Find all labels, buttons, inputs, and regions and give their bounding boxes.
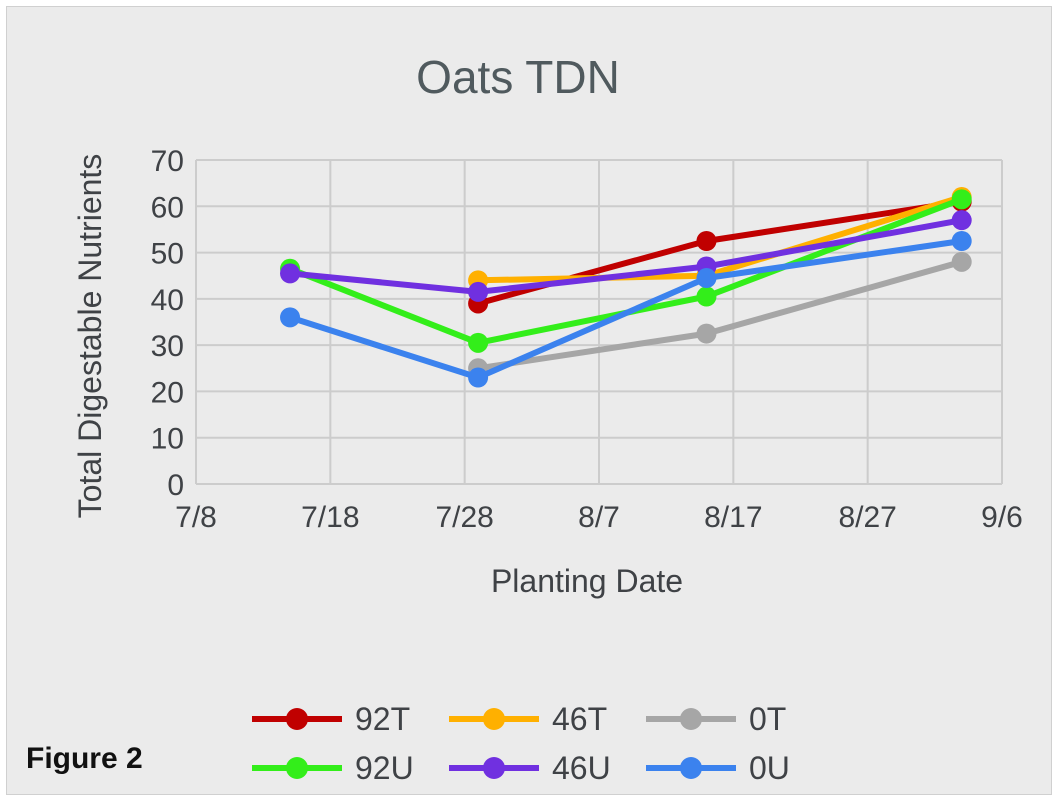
x-tick-label: 8/17: [704, 501, 762, 534]
data-point: [468, 332, 489, 353]
data-point: [280, 263, 301, 284]
data-point: [468, 367, 489, 388]
y-axis-label: Total Digestable Nutrients: [72, 154, 108, 519]
data-point: [696, 268, 717, 289]
x-tick-label: 7/18: [301, 501, 359, 534]
legend-item: 0T: [646, 701, 786, 737]
data-point: [951, 231, 972, 251]
series-group: [280, 187, 972, 388]
legend-label: 92T: [355, 701, 410, 737]
legend-item: 46U: [449, 750, 611, 786]
chart-title: Oats TDN: [416, 51, 620, 103]
series-line: [287, 238, 965, 381]
y-tick-label: 30: [151, 330, 184, 363]
y-tick-label: 60: [151, 191, 184, 224]
x-tick-label: 9/6: [981, 501, 1023, 534]
data-point: [468, 281, 489, 302]
data-point: [696, 286, 717, 307]
legend-item: 92U: [252, 750, 414, 786]
y-tick-labels: 0 10 20 30 40 50 60 70: [151, 145, 184, 502]
series-line: [287, 196, 965, 346]
data-point: [280, 307, 301, 328]
legend-item: 0U: [646, 750, 790, 786]
x-tick-label: 7/8: [175, 501, 217, 534]
series-line: [287, 217, 965, 295]
legend-item: 92T: [252, 701, 410, 737]
data-point: [696, 323, 717, 344]
series-92U: [280, 189, 972, 353]
y-tick-label: 20: [151, 376, 184, 409]
legend-label: 46T: [552, 701, 607, 737]
y-tick-label: 70: [151, 145, 184, 178]
legend-marker: [680, 757, 702, 779]
y-tick-label: 0: [167, 469, 184, 502]
data-point: [951, 251, 972, 272]
legend-marker: [483, 708, 505, 730]
y-tick-label: 10: [151, 423, 184, 456]
legend-label: 0T: [749, 701, 786, 737]
x-axis-label: Planting Date: [491, 563, 683, 599]
legend-label: 46U: [552, 750, 611, 786]
chart-frame: [6, 6, 1052, 795]
legend-marker: [286, 708, 308, 730]
data-point: [696, 231, 717, 251]
series-0U: [280, 231, 972, 388]
legend: 92T 46T 0T 92U 46U 0U: [252, 701, 790, 786]
x-tick-label: 8/27: [838, 501, 896, 534]
data-point: [951, 189, 972, 210]
legend-marker: [483, 757, 505, 779]
y-tick-label: 40: [151, 284, 184, 317]
legend-marker: [286, 757, 308, 779]
data-point: [951, 210, 972, 231]
figure-label: Figure 2: [26, 742, 143, 775]
x-tick-label: 7/28: [435, 501, 493, 534]
x-tick-label: 8/7: [578, 501, 620, 534]
x-tick-labels: 7/8 7/18 7/28 8/7 8/17 8/27 9/6: [175, 501, 1023, 534]
legend-marker: [680, 708, 702, 730]
legend-item: 46T: [449, 701, 607, 737]
legend-label: 92U: [355, 750, 414, 786]
y-tick-label: 50: [151, 238, 184, 271]
legend-label: 0U: [749, 750, 790, 786]
